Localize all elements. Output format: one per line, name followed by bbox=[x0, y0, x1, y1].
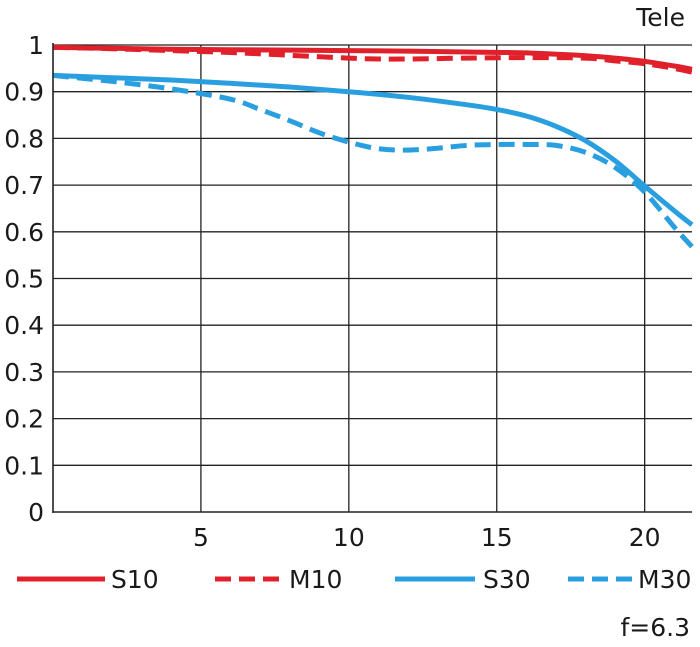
legend-label-s10: S10 bbox=[111, 565, 159, 594]
y-tick-label: 0.4 bbox=[4, 311, 44, 340]
y-tick-label: 0.1 bbox=[4, 451, 44, 480]
y-tick-label: 1 bbox=[28, 31, 44, 60]
legend-label-s30: S30 bbox=[483, 565, 531, 594]
x-tick-label: 5 bbox=[193, 523, 209, 552]
x-tick-label: 10 bbox=[333, 523, 365, 552]
tick-labels: 00.10.20.30.40.50.60.70.80.915 10 15 20 bbox=[4, 31, 660, 552]
y-tick-label: 0.6 bbox=[4, 218, 44, 247]
legend-label-m10: M10 bbox=[289, 565, 342, 594]
series-line-m30 bbox=[52, 72, 694, 249]
grid bbox=[53, 44, 692, 512]
y-tick-label: 0.9 bbox=[4, 78, 44, 107]
axes bbox=[52, 43, 692, 513]
x-tick-label: 20 bbox=[629, 523, 661, 552]
legend-label-m30: M30 bbox=[638, 565, 691, 594]
y-tick-label: 0.3 bbox=[4, 358, 44, 387]
chart-title: Tele bbox=[635, 3, 685, 32]
series-line-s30 bbox=[52, 72, 694, 227]
legend: S10 M10 S30 M30 bbox=[17, 565, 691, 594]
y-tick-label: 0.2 bbox=[4, 405, 44, 434]
series-line-m10 bbox=[52, 44, 693, 75]
aperture-note: f=6.3 bbox=[620, 613, 690, 642]
y-tick-label: 0.8 bbox=[4, 124, 44, 153]
series-lines bbox=[52, 44, 694, 249]
x-tick-label: 15 bbox=[481, 523, 513, 552]
y-tick-label: 0.5 bbox=[4, 265, 44, 294]
y-tick-label: 0.7 bbox=[4, 171, 44, 200]
y-tick-label: 0 bbox=[28, 498, 44, 527]
